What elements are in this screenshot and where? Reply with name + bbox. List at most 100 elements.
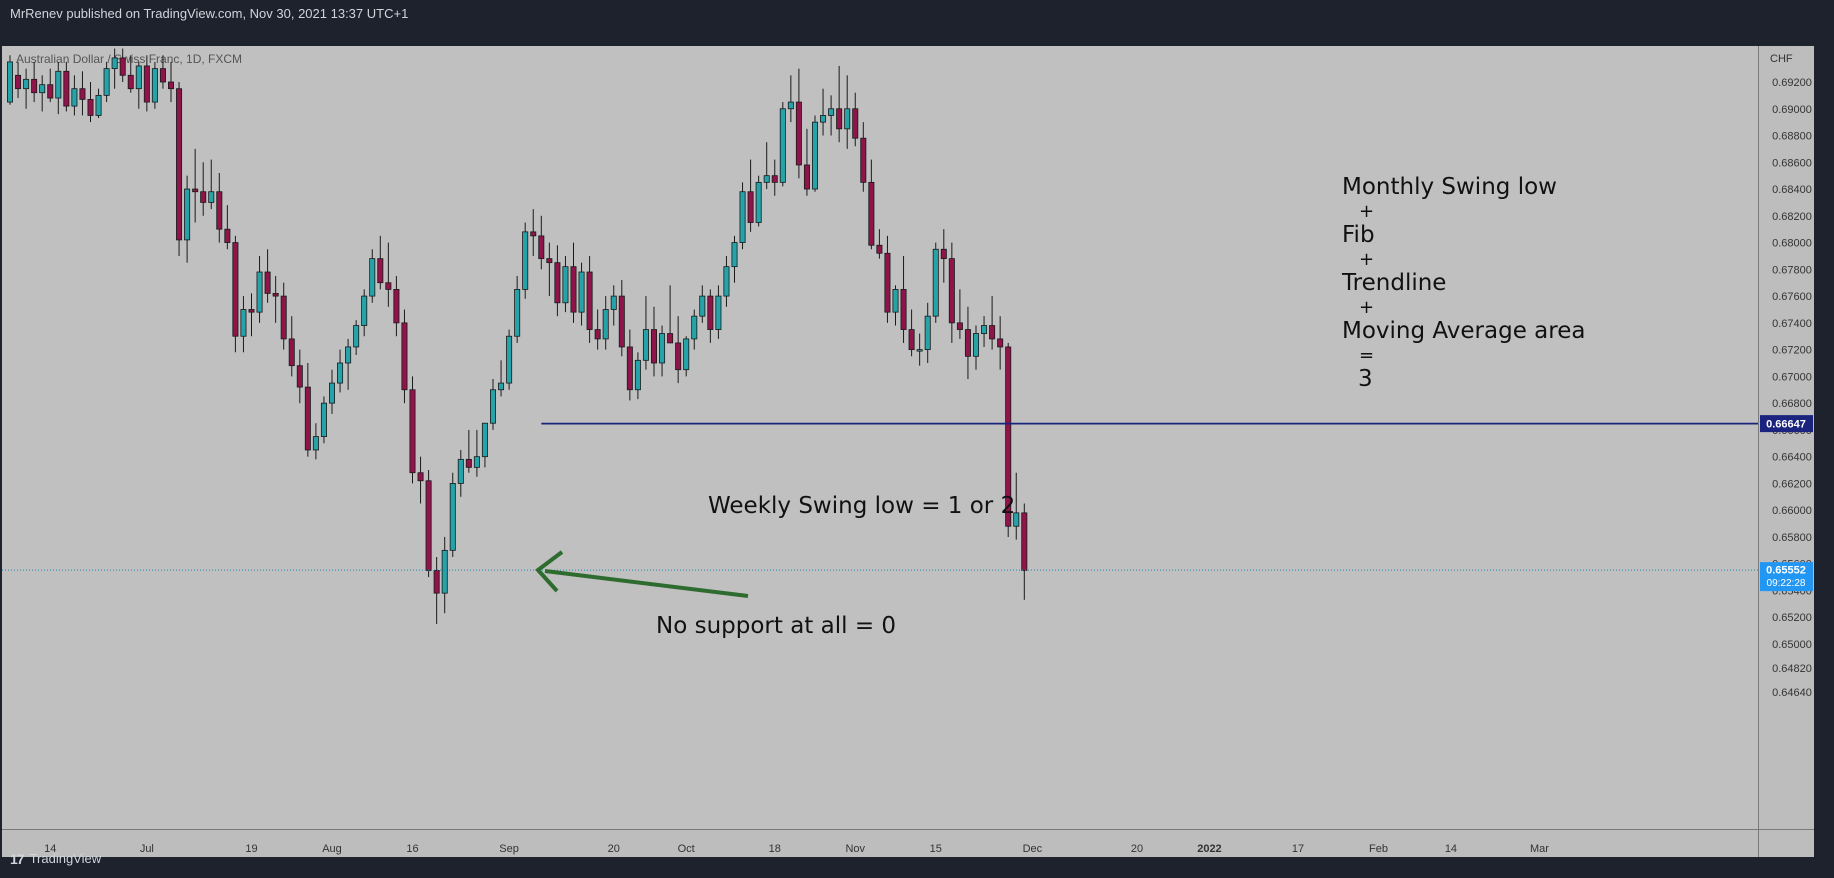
candle — [79, 71, 86, 116]
candle-body — [135, 65, 142, 90]
candle — [353, 320, 360, 355]
candle — [361, 289, 368, 337]
candle-body — [844, 108, 851, 130]
candle-body — [675, 342, 682, 371]
candle — [393, 276, 400, 337]
candle — [626, 329, 633, 401]
candle-body — [481, 422, 488, 458]
candle-body — [514, 289, 521, 337]
candle-body — [642, 329, 649, 361]
candle-body — [200, 191, 207, 203]
candle-body — [248, 309, 255, 313]
candle-body — [345, 346, 352, 364]
tradingview-logo[interactable]: 17 TradingView — [10, 840, 101, 878]
candle-body — [39, 84, 46, 94]
candle — [900, 255, 907, 343]
candle-body — [63, 70, 70, 107]
candle-body — [143, 65, 150, 103]
time-tick-label: Dec — [1023, 843, 1043, 855]
candle-body — [908, 329, 915, 351]
candle-body — [578, 271, 585, 313]
candle-body — [1005, 346, 1012, 527]
candle — [997, 316, 1004, 370]
candle — [586, 255, 593, 343]
candle-body — [71, 88, 78, 107]
confluence-line-3: Fib — [1342, 222, 1375, 248]
published-text: MrRenev published on TradingView.com, No… — [10, 6, 409, 21]
candle-body — [916, 349, 923, 352]
candle — [457, 449, 464, 497]
candle-body — [7, 61, 13, 103]
candle-body — [288, 338, 295, 367]
candle-body — [892, 289, 899, 313]
candle — [723, 255, 730, 307]
candle-body — [924, 315, 931, 351]
candle-body — [377, 258, 384, 284]
candle — [143, 55, 150, 112]
price-tick-label: 0.68400 — [1772, 184, 1812, 196]
candle-body — [312, 436, 319, 451]
time-tick-label: 19 — [245, 843, 257, 855]
price-tick-label: 0.68200 — [1772, 211, 1812, 223]
candle-body — [31, 78, 38, 94]
candle — [7, 55, 13, 105]
candle — [369, 249, 376, 303]
candle-body — [626, 346, 633, 391]
time-axis-ticks: 14 Jul 19 Aug 16 Sep 20 Oct 18 Nov 15 Dec 20 2022 17 Fe… — [44, 843, 1549, 855]
candle — [232, 235, 239, 353]
candle — [473, 429, 480, 477]
candle — [385, 242, 392, 307]
candles — [7, 48, 1028, 624]
candle — [272, 276, 279, 323]
candle-body — [522, 231, 529, 290]
candle — [876, 229, 883, 259]
candle — [836, 65, 843, 143]
plot-area[interactable] — [2, 46, 1758, 829]
candle — [296, 349, 303, 404]
confluence-line-8: = — [1359, 345, 1374, 366]
candle-body — [23, 78, 30, 90]
candle — [691, 309, 698, 350]
price-axis[interactable] — [1759, 46, 1814, 829]
candle-body — [409, 389, 416, 474]
candle — [167, 61, 174, 103]
candle — [401, 309, 408, 404]
candle-body — [771, 175, 778, 183]
candle-body — [506, 335, 513, 384]
candle — [884, 235, 891, 323]
price-tick-label: 0.66000 — [1772, 505, 1812, 517]
candle-body — [393, 289, 400, 324]
candle-body — [498, 382, 505, 391]
candle — [328, 369, 335, 414]
candle — [651, 306, 658, 377]
candle — [868, 159, 875, 250]
candle — [15, 61, 22, 99]
candle-body — [159, 68, 166, 83]
candle — [973, 325, 980, 370]
price-tick-label: 0.65800 — [1772, 532, 1812, 544]
candle — [530, 209, 537, 256]
time-axis[interactable] — [2, 829, 1758, 857]
candle — [184, 175, 191, 263]
candle-body — [820, 115, 827, 123]
candle — [489, 379, 496, 430]
candle — [659, 325, 666, 377]
candle — [1005, 342, 1012, 537]
candle-body — [659, 333, 666, 364]
confluence-line-2: + — [1359, 201, 1374, 222]
candlestick-chart[interactable]: Australian Dollar / Swiss Franc, 1D, FXC… — [0, 27, 1834, 878]
tradingview-brand: TradingView — [29, 851, 102, 866]
candle — [940, 229, 947, 283]
candle — [240, 296, 247, 353]
candle — [288, 316, 295, 377]
candle — [417, 456, 424, 504]
candle-body — [55, 70, 62, 99]
candle-body — [15, 74, 22, 90]
candle-body — [812, 121, 819, 190]
candle-body — [449, 483, 456, 551]
candle-body — [562, 266, 569, 304]
candle-body — [554, 262, 561, 304]
candle-body — [320, 402, 327, 437]
candle-body — [79, 88, 86, 100]
candle — [63, 61, 70, 112]
